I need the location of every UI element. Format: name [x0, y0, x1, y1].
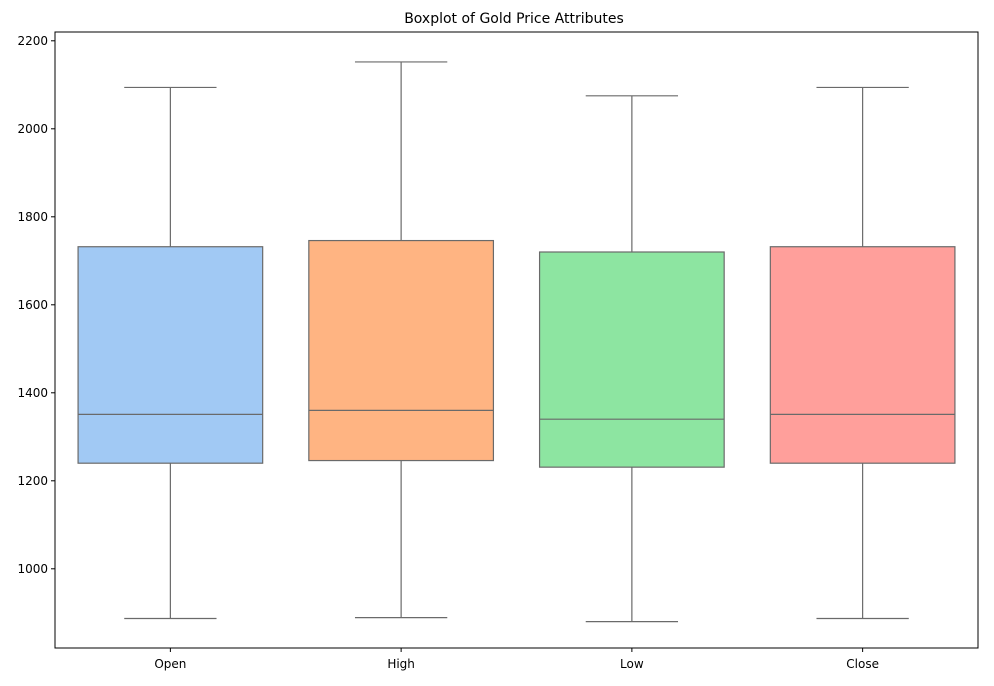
plot-frame	[54, 31, 979, 649]
y-tick-label-1000: 1000	[17, 562, 48, 576]
x-tick-label-low: Low	[620, 657, 644, 671]
box-low	[538, 251, 725, 468]
y-tick-label-2200: 2200	[17, 34, 48, 48]
y-tick-label-1600: 1600	[17, 298, 48, 312]
x-tick-label-close: Close	[846, 657, 879, 671]
y-tick-label-2000: 2000	[17, 122, 48, 136]
plot-area	[77, 61, 956, 623]
box-group-high	[308, 61, 495, 619]
box-high	[308, 239, 495, 462]
box-close	[769, 246, 956, 464]
box-open	[77, 246, 264, 464]
box-group-low	[538, 95, 725, 623]
x-tick-label-open: Open	[154, 657, 186, 671]
x-tick-label-high: High	[387, 657, 415, 671]
box-group-close	[769, 86, 956, 620]
chart-title: Boxplot of Gold Price Attributes	[404, 11, 624, 27]
y-tick-label-1200: 1200	[17, 474, 48, 488]
y-tick-label-1800: 1800	[17, 210, 48, 224]
axes: Open High Low Close 1000 1200 1400 1600 1800 2000…	[17, 31, 979, 671]
box-group-open	[77, 86, 264, 620]
y-tick-label-1400: 1400	[17, 386, 48, 400]
